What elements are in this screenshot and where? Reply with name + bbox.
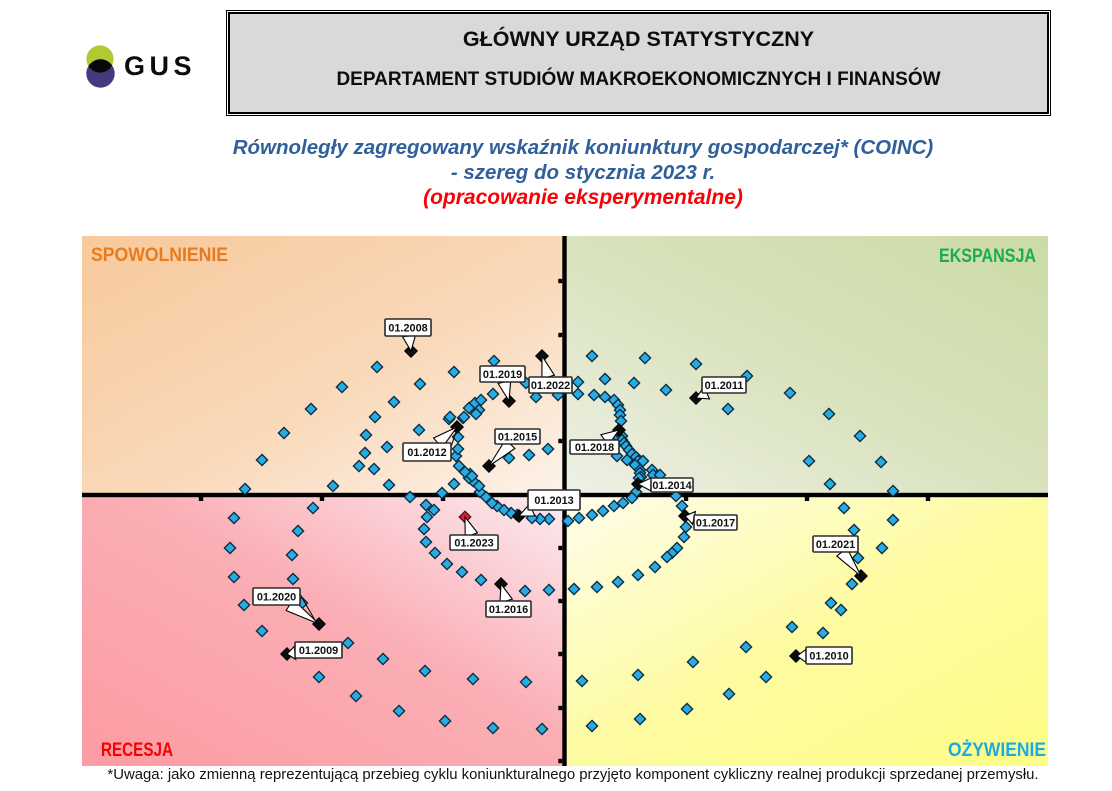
svg-text:01.2010: 01.2010 xyxy=(809,651,848,663)
svg-text:01.2020: 01.2020 xyxy=(257,592,296,604)
svg-text:01.2013: 01.2013 xyxy=(534,495,573,507)
svg-text:RECESJA: RECESJA xyxy=(101,739,173,761)
svg-text:01.2021: 01.2021 xyxy=(816,539,855,551)
svg-text:01.2008: 01.2008 xyxy=(388,323,427,335)
svg-text:01.2011: 01.2011 xyxy=(705,380,744,392)
svg-text:EKSPANSJA: EKSPANSJA xyxy=(939,245,1036,267)
svg-text:01.2022: 01.2022 xyxy=(531,380,570,392)
svg-text:01.2012: 01.2012 xyxy=(407,447,446,459)
svg-text:01.2023: 01.2023 xyxy=(454,538,493,550)
svg-text:GUS: GUS xyxy=(124,51,196,81)
svg-text:01.2015: 01.2015 xyxy=(498,432,537,444)
svg-text:SPOWOLNIENIE: SPOWOLNIENIE xyxy=(91,244,228,266)
svg-text:01.2009: 01.2009 xyxy=(299,645,338,657)
svg-text:01.2019: 01.2019 xyxy=(483,369,522,381)
svg-text:01.2018: 01.2018 xyxy=(575,442,614,454)
svg-text:OŻYWIENIE: OŻYWIENIE xyxy=(948,738,1046,761)
svg-text:01.2014: 01.2014 xyxy=(652,480,691,492)
svg-text:01.2017: 01.2017 xyxy=(696,518,735,530)
svg-text:01.2016: 01.2016 xyxy=(489,604,528,616)
